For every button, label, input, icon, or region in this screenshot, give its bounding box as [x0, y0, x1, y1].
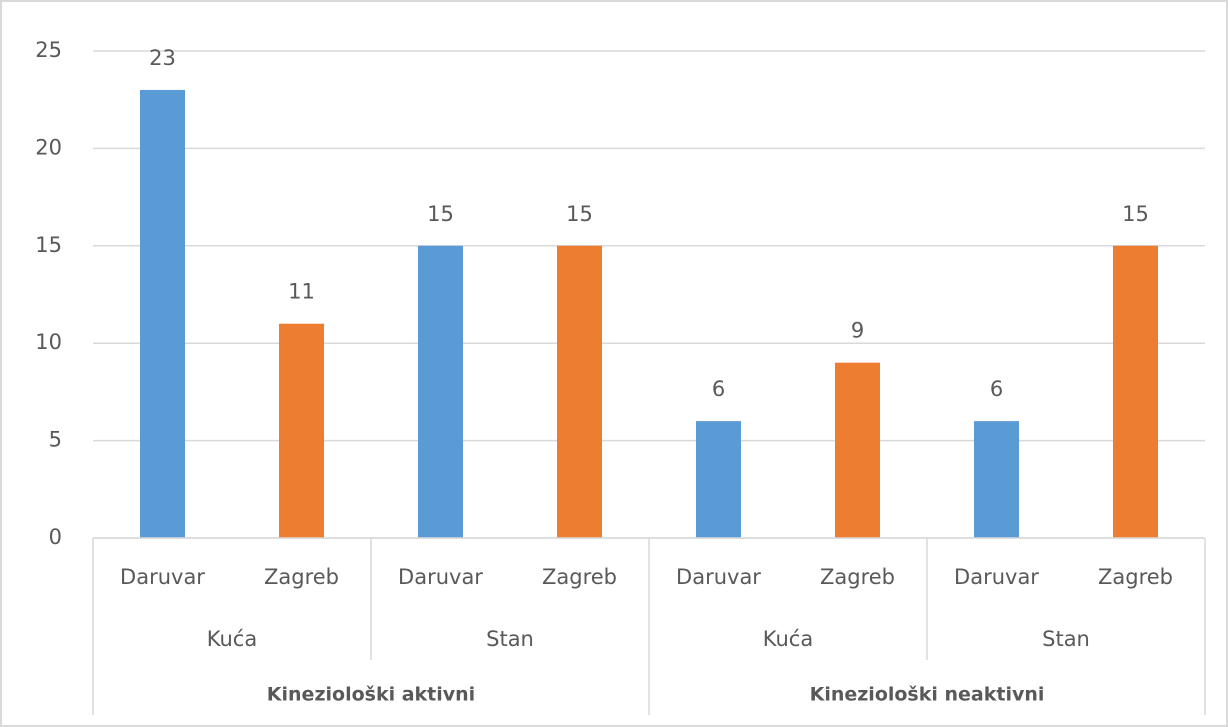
- value-label: 11: [288, 280, 315, 304]
- y-tick-label: 0: [49, 525, 62, 549]
- x-tick-label: Zagreb: [264, 565, 339, 589]
- bar: [696, 421, 741, 538]
- y-tick-label: 15: [35, 233, 62, 257]
- subgroup-label: Stan: [1042, 627, 1090, 651]
- x-tick-label: Daruvar: [954, 565, 1039, 589]
- bar: [974, 421, 1019, 538]
- bar: [835, 362, 880, 538]
- x-tick-label: Daruvar: [398, 565, 483, 589]
- y-tick-label: 25: [35, 38, 62, 62]
- value-label: 23: [149, 46, 176, 70]
- subgroup-label: Stan: [486, 627, 534, 651]
- y-tick-label: 5: [49, 428, 62, 452]
- value-label: 15: [427, 202, 454, 226]
- group-label: Kineziološki aktivni: [267, 684, 475, 706]
- bar: [279, 323, 324, 538]
- x-tick-label: Zagreb: [820, 565, 895, 589]
- bar: [418, 245, 463, 539]
- x-tick-label: Daruvar: [676, 565, 761, 589]
- group-label: Kineziološki neaktivni: [810, 684, 1045, 706]
- value-label: 6: [712, 377, 725, 401]
- x-tick-label: Zagreb: [1098, 565, 1173, 589]
- value-label: 6: [990, 377, 1003, 401]
- x-tick-label: Zagreb: [542, 565, 617, 589]
- y-tick-label: 20: [35, 135, 62, 159]
- value-label: 15: [566, 202, 593, 226]
- bar: [1113, 245, 1158, 539]
- bar: [140, 89, 185, 539]
- value-label: 15: [1122, 202, 1149, 226]
- bar: [557, 245, 602, 539]
- x-tick-label: Daruvar: [120, 565, 205, 589]
- subgroup-label: Kuća: [763, 627, 813, 651]
- value-label: 9: [851, 319, 864, 343]
- y-tick-label: 10: [35, 330, 62, 354]
- subgroup-label: Kuća: [207, 627, 257, 651]
